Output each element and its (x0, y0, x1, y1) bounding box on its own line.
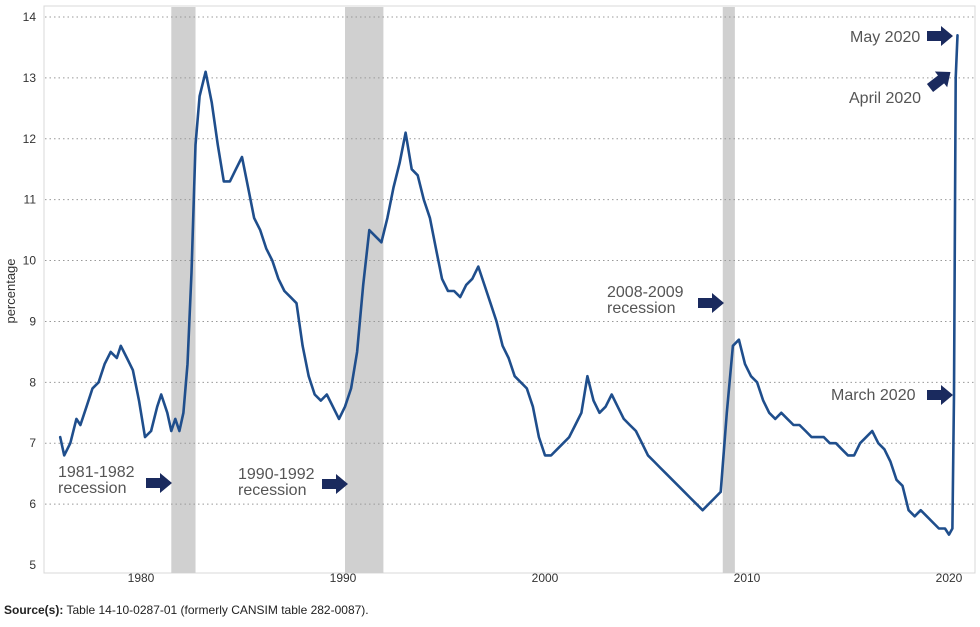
annotation-april-2020-line-1: April 2020 (849, 90, 921, 107)
plot-frame (43, 5, 976, 574)
arrow-2008-2009-recession (698, 293, 724, 313)
y-tick-label-9: 9 (29, 314, 36, 328)
y-tick-label-5: 5 (29, 558, 36, 572)
y-tick-label-7: 7 (29, 436, 36, 450)
y-axis-label: percentage (3, 258, 18, 323)
y-tick-label-12: 12 (23, 132, 37, 146)
annotation-1981-1982-recession-line-1: 1981-1982 (58, 464, 135, 481)
arrow-1990-1992-recession (322, 474, 348, 494)
y-tick-label-13: 13 (23, 71, 37, 85)
x-tick-label-1980: 1980 (128, 571, 155, 585)
arrow-1981-1982-recession (146, 473, 172, 493)
x-tick-label-1990: 1990 (330, 571, 357, 585)
annotation-2008-2009-recession-line-1: 2008-2009 (607, 284, 684, 301)
y-tick-label-6: 6 (29, 497, 36, 511)
y-tick-label-8: 8 (29, 375, 36, 389)
annotation-march-2020-line-1: March 2020 (831, 387, 916, 404)
unemployment-rate-chart: 5 6 7 8 9 10 11 12 13 14 1980 1990 2000 2010 2020 perce… (3, 5, 976, 585)
series-line-1 (58, 34, 959, 536)
annotation-1981-1982-recession-line-2: recession (58, 480, 126, 497)
y-tick-label-10: 10 (23, 254, 37, 268)
source-label: Source(s): (4, 603, 64, 617)
y-tick-label-11: 11 (24, 193, 37, 207)
x-tick-label-2000: 2000 (532, 571, 559, 585)
source-note: Source(s): Table 14-10-0287-01 (formerly… (4, 603, 369, 617)
arrow-april-2020 (926, 71, 951, 92)
y-tick-label-14: 14 (23, 10, 37, 24)
chart-svg: 5 6 7 8 9 10 11 12 13 14 1980 1990 2000 2010 2020 perce… (3, 5, 976, 585)
annotation-1990-1992-recession-line-1: 1990-1992 (238, 466, 315, 483)
x-tick-label-2010: 2010 (734, 571, 761, 585)
source-text: Table 14-10-0287-01 (formerly CANSIM tab… (66, 603, 369, 617)
recession-band-2 (345, 7, 384, 573)
x-tick-label-2020: 2020 (936, 571, 963, 585)
recession-band-3 (722, 7, 735, 573)
arrow-may-2020 (927, 26, 953, 46)
annotation-may-2020-line-1: May 2020 (850, 29, 920, 46)
arrow-march-2020 (927, 385, 953, 405)
annotation-1990-1992-recession-line-2: recession (238, 482, 306, 499)
annotation-2008-2009-recession-line-2: recession (607, 300, 675, 317)
